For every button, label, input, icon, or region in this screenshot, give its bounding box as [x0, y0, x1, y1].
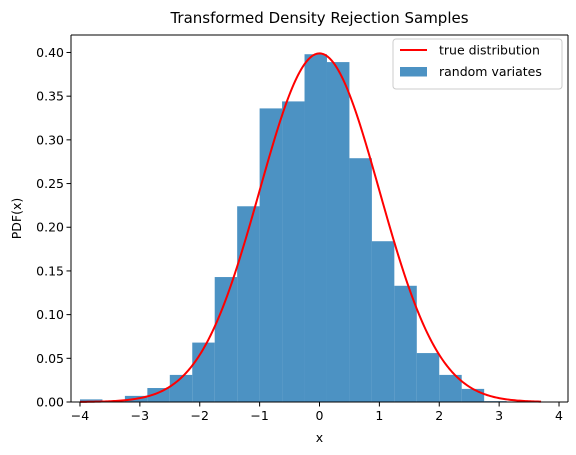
- histogram-bar: [214, 277, 238, 402]
- histogram-bar: [79, 399, 103, 402]
- x-tick-label: 3: [495, 408, 503, 423]
- histogram-bar: [416, 353, 440, 402]
- histogram-bar: [259, 108, 283, 403]
- x-tick-label: −1: [250, 408, 268, 423]
- histogram-bar: [439, 374, 462, 402]
- true-distribution-line: [79, 52, 542, 403]
- histogram-bar: [461, 388, 485, 402]
- y-tick-label: 0.05: [36, 351, 64, 366]
- histogram-bar: [349, 158, 372, 402]
- legend-label-random-variates: random variates: [439, 64, 542, 79]
- histogram-bar: [326, 62, 350, 403]
- y-axis-label: PDF(x): [9, 198, 24, 240]
- y-tick-label: 0.00: [36, 395, 64, 410]
- histogram-bars: [79, 54, 507, 403]
- y-tick-label: 0.25: [36, 176, 64, 191]
- x-tick-label: −3: [131, 408, 149, 423]
- x-axis-label: x: [316, 430, 323, 445]
- y-tick-label: 0.15: [36, 263, 64, 278]
- histogram-bar: [282, 101, 305, 402]
- legend: true distribution random variates: [392, 38, 563, 90]
- y-tick-label: 0.20: [36, 220, 64, 235]
- y-tick-label: 0.35: [36, 89, 64, 104]
- x-tick-label: 2: [435, 408, 443, 423]
- histogram-bar: [304, 54, 327, 402]
- x-tick-label: −2: [191, 408, 209, 423]
- ticks: −4 −3 −2 −1 0 1 2 3 4 0.00 0.05 0.10 0.15 0.20 0.25 0.3…: [36, 45, 563, 423]
- x-tick-label: 0: [316, 408, 324, 423]
- legend-label-true-distribution: true distribution: [439, 43, 540, 58]
- chart-title: Transformed Density Rejection Samples: [169, 9, 468, 27]
- histogram-bar: [237, 206, 260, 402]
- histogram-bar: [147, 388, 170, 402]
- legend-swatch-random-variates: [400, 67, 427, 77]
- x-tick-label: 4: [555, 408, 563, 423]
- legend-box: [392, 38, 563, 90]
- x-tick-label: −4: [71, 408, 89, 423]
- y-tick-label: 0.30: [36, 132, 64, 147]
- histogram-bar: [371, 241, 395, 402]
- y-tick-label: 0.10: [36, 307, 64, 322]
- y-tick-label: 0.40: [36, 45, 64, 60]
- histogram-bar: [394, 285, 417, 402]
- x-tick-label: 1: [375, 408, 383, 423]
- histogram-bar: [192, 342, 215, 402]
- pdf-curve: [79, 52, 542, 403]
